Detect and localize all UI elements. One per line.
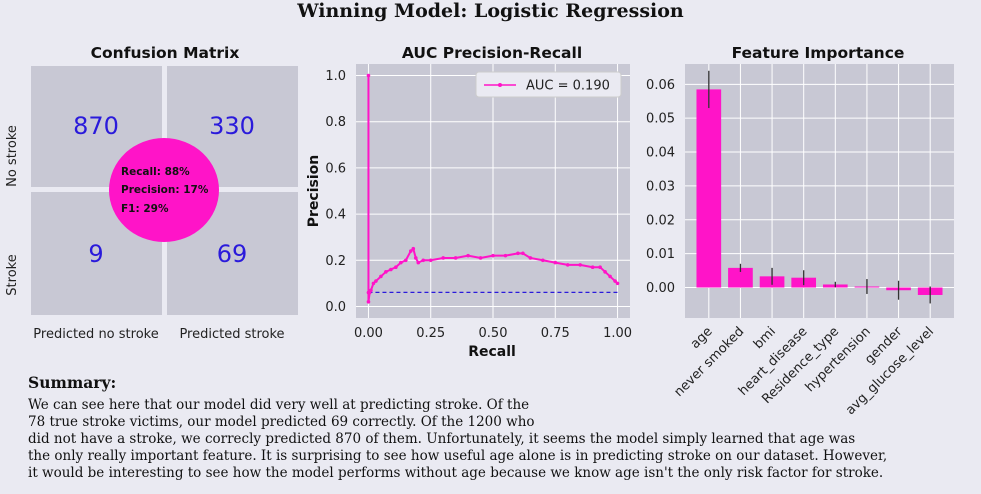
fi-error-bars (708, 70, 931, 304)
pr-x-tick-label: 0.00 (354, 326, 383, 341)
pr-point (404, 258, 408, 263)
pr-point (516, 251, 520, 256)
pr-point (521, 251, 525, 256)
pr-y-tick-labels: 0.0 0.2 0.4 0.6 0.8 1.0 (325, 69, 346, 315)
pr-point (413, 256, 418, 260)
legend-box (475, 71, 622, 98)
summary-heading: Summary: (28, 373, 117, 392)
pr-point (503, 253, 508, 258)
f1-metric: F1: 29% (121, 203, 169, 215)
pr-x-tick-label: 1.00 (603, 326, 632, 341)
fi-plot-area (685, 64, 954, 318)
pr-x-tick-label: 0.50 (479, 326, 508, 341)
confusion-matrix-title: Confusion Matrix (91, 44, 240, 62)
fi-y-tick-label: 0.02 (646, 213, 675, 228)
fi-x-tick-label: bmi (751, 324, 779, 352)
pr-point (409, 249, 413, 253)
figure-title: Winning Model: Logistic Regression (297, 0, 684, 22)
cm-value-tn: 870 (73, 112, 119, 140)
col-label-predicted-stroke: Predicted stroke (179, 327, 284, 342)
pr-point (374, 279, 378, 283)
pr-point (379, 274, 383, 279)
pr-chart-title: AUC Precision-Recall (402, 44, 582, 62)
pr-point (598, 265, 602, 270)
pr-point (399, 260, 403, 265)
pr-x-tick-label: 0.75 (541, 326, 570, 341)
pr-point (603, 270, 607, 274)
legend-label: AUC = 0.190 (526, 79, 610, 94)
fi-y-tick-labels: 0.00 0.01 0.02 0.03 0.04 0.05 0.06 (646, 78, 675, 296)
pr-point (366, 73, 371, 78)
cm-value-fp: 330 (209, 112, 255, 140)
pr-point (615, 281, 620, 286)
fi-x-tick-label: age (688, 324, 716, 352)
precision-metric: Precision: 17% (121, 184, 209, 196)
pr-point (366, 300, 371, 304)
fi-bar (728, 267, 753, 288)
summary-line: did not have a stroke, we correcly predi… (28, 431, 856, 447)
cm-value-tp: 69 (217, 240, 248, 268)
fi-y-tick-label: 0.06 (646, 78, 675, 93)
pr-x-tick-labels: 0.00 0.25 0.50 0.75 1.00 (354, 326, 632, 341)
pr-x-axis-label: Recall (468, 344, 516, 360)
col-label-predicted-no-stroke: Predicted no stroke (33, 327, 158, 342)
pr-y-tick-label: 0.0 (325, 300, 346, 315)
feature-importance-chart: Feature Importance 0.000.010.020.030.040… (646, 44, 954, 418)
pr-point (416, 260, 421, 265)
summary-line: We can see here that our model did very … (28, 397, 530, 413)
pr-point (565, 263, 570, 267)
pr-point (590, 265, 595, 270)
confusion-matrix-chart: Confusion Matrix 870 330 9 69 Recall: 88… (5, 44, 299, 342)
pr-point (369, 288, 373, 293)
metrics-circle (109, 138, 219, 242)
pr-point (478, 256, 483, 260)
pr-point (608, 274, 612, 279)
fi-y-tick-label: 0.03 (646, 179, 675, 194)
pr-point (453, 256, 458, 260)
summary-line: the only really important feature. It is… (28, 448, 888, 464)
pr-point (553, 260, 558, 265)
summary-line: it would be interesting to see how the m… (28, 465, 884, 481)
pr-point (491, 253, 495, 258)
pr-y-tick-label: 0.8 (325, 115, 346, 130)
fi-y-tick-label: 0.00 (646, 281, 675, 296)
pr-y-axis-label: Precision (306, 155, 322, 227)
pr-point (389, 267, 393, 272)
cm-value-fn: 9 (88, 240, 103, 268)
pr-point (411, 246, 416, 251)
fi-y-tick-label: 0.04 (646, 146, 675, 161)
recall-metric: Recall: 88% (121, 166, 190, 178)
fi-chart-title: Feature Importance (732, 44, 905, 62)
pr-point (541, 258, 545, 263)
fi-y-tick-label: 0.05 (646, 112, 675, 127)
pr-y-tick-label: 1.0 (325, 69, 346, 84)
pr-point (441, 256, 445, 260)
pr-point (371, 281, 376, 286)
pr-point (384, 270, 388, 274)
pr-y-tick-label: 0.4 (325, 208, 346, 223)
pr-curve-points (366, 73, 620, 304)
pr-y-tick-label: 0.6 (325, 161, 346, 176)
precision-recall-chart: AUC Precision-Recall 0.00 0.25 0.50 0.75 1.0… (306, 44, 632, 360)
pr-y-tick-label: 0.2 (325, 254, 346, 269)
row-label-stroke: Stroke (5, 254, 20, 295)
pr-x-tick-label: 0.25 (416, 326, 445, 341)
pr-point (428, 258, 433, 263)
summary-line: 78 true stroke victims, our model predic… (28, 414, 535, 430)
fi-bar (696, 89, 722, 288)
pr-point (528, 256, 533, 260)
pr-point (394, 265, 398, 270)
pr-point (466, 253, 470, 258)
fi-y-tick-label: 0.01 (646, 247, 675, 262)
row-label-no-stroke: No stroke (5, 125, 20, 187)
legend-marker (498, 83, 502, 87)
pr-point (578, 263, 582, 267)
pr-legend: AUC = 0.190 (475, 71, 622, 98)
pr-point (613, 279, 617, 283)
pr-point (421, 258, 426, 263)
